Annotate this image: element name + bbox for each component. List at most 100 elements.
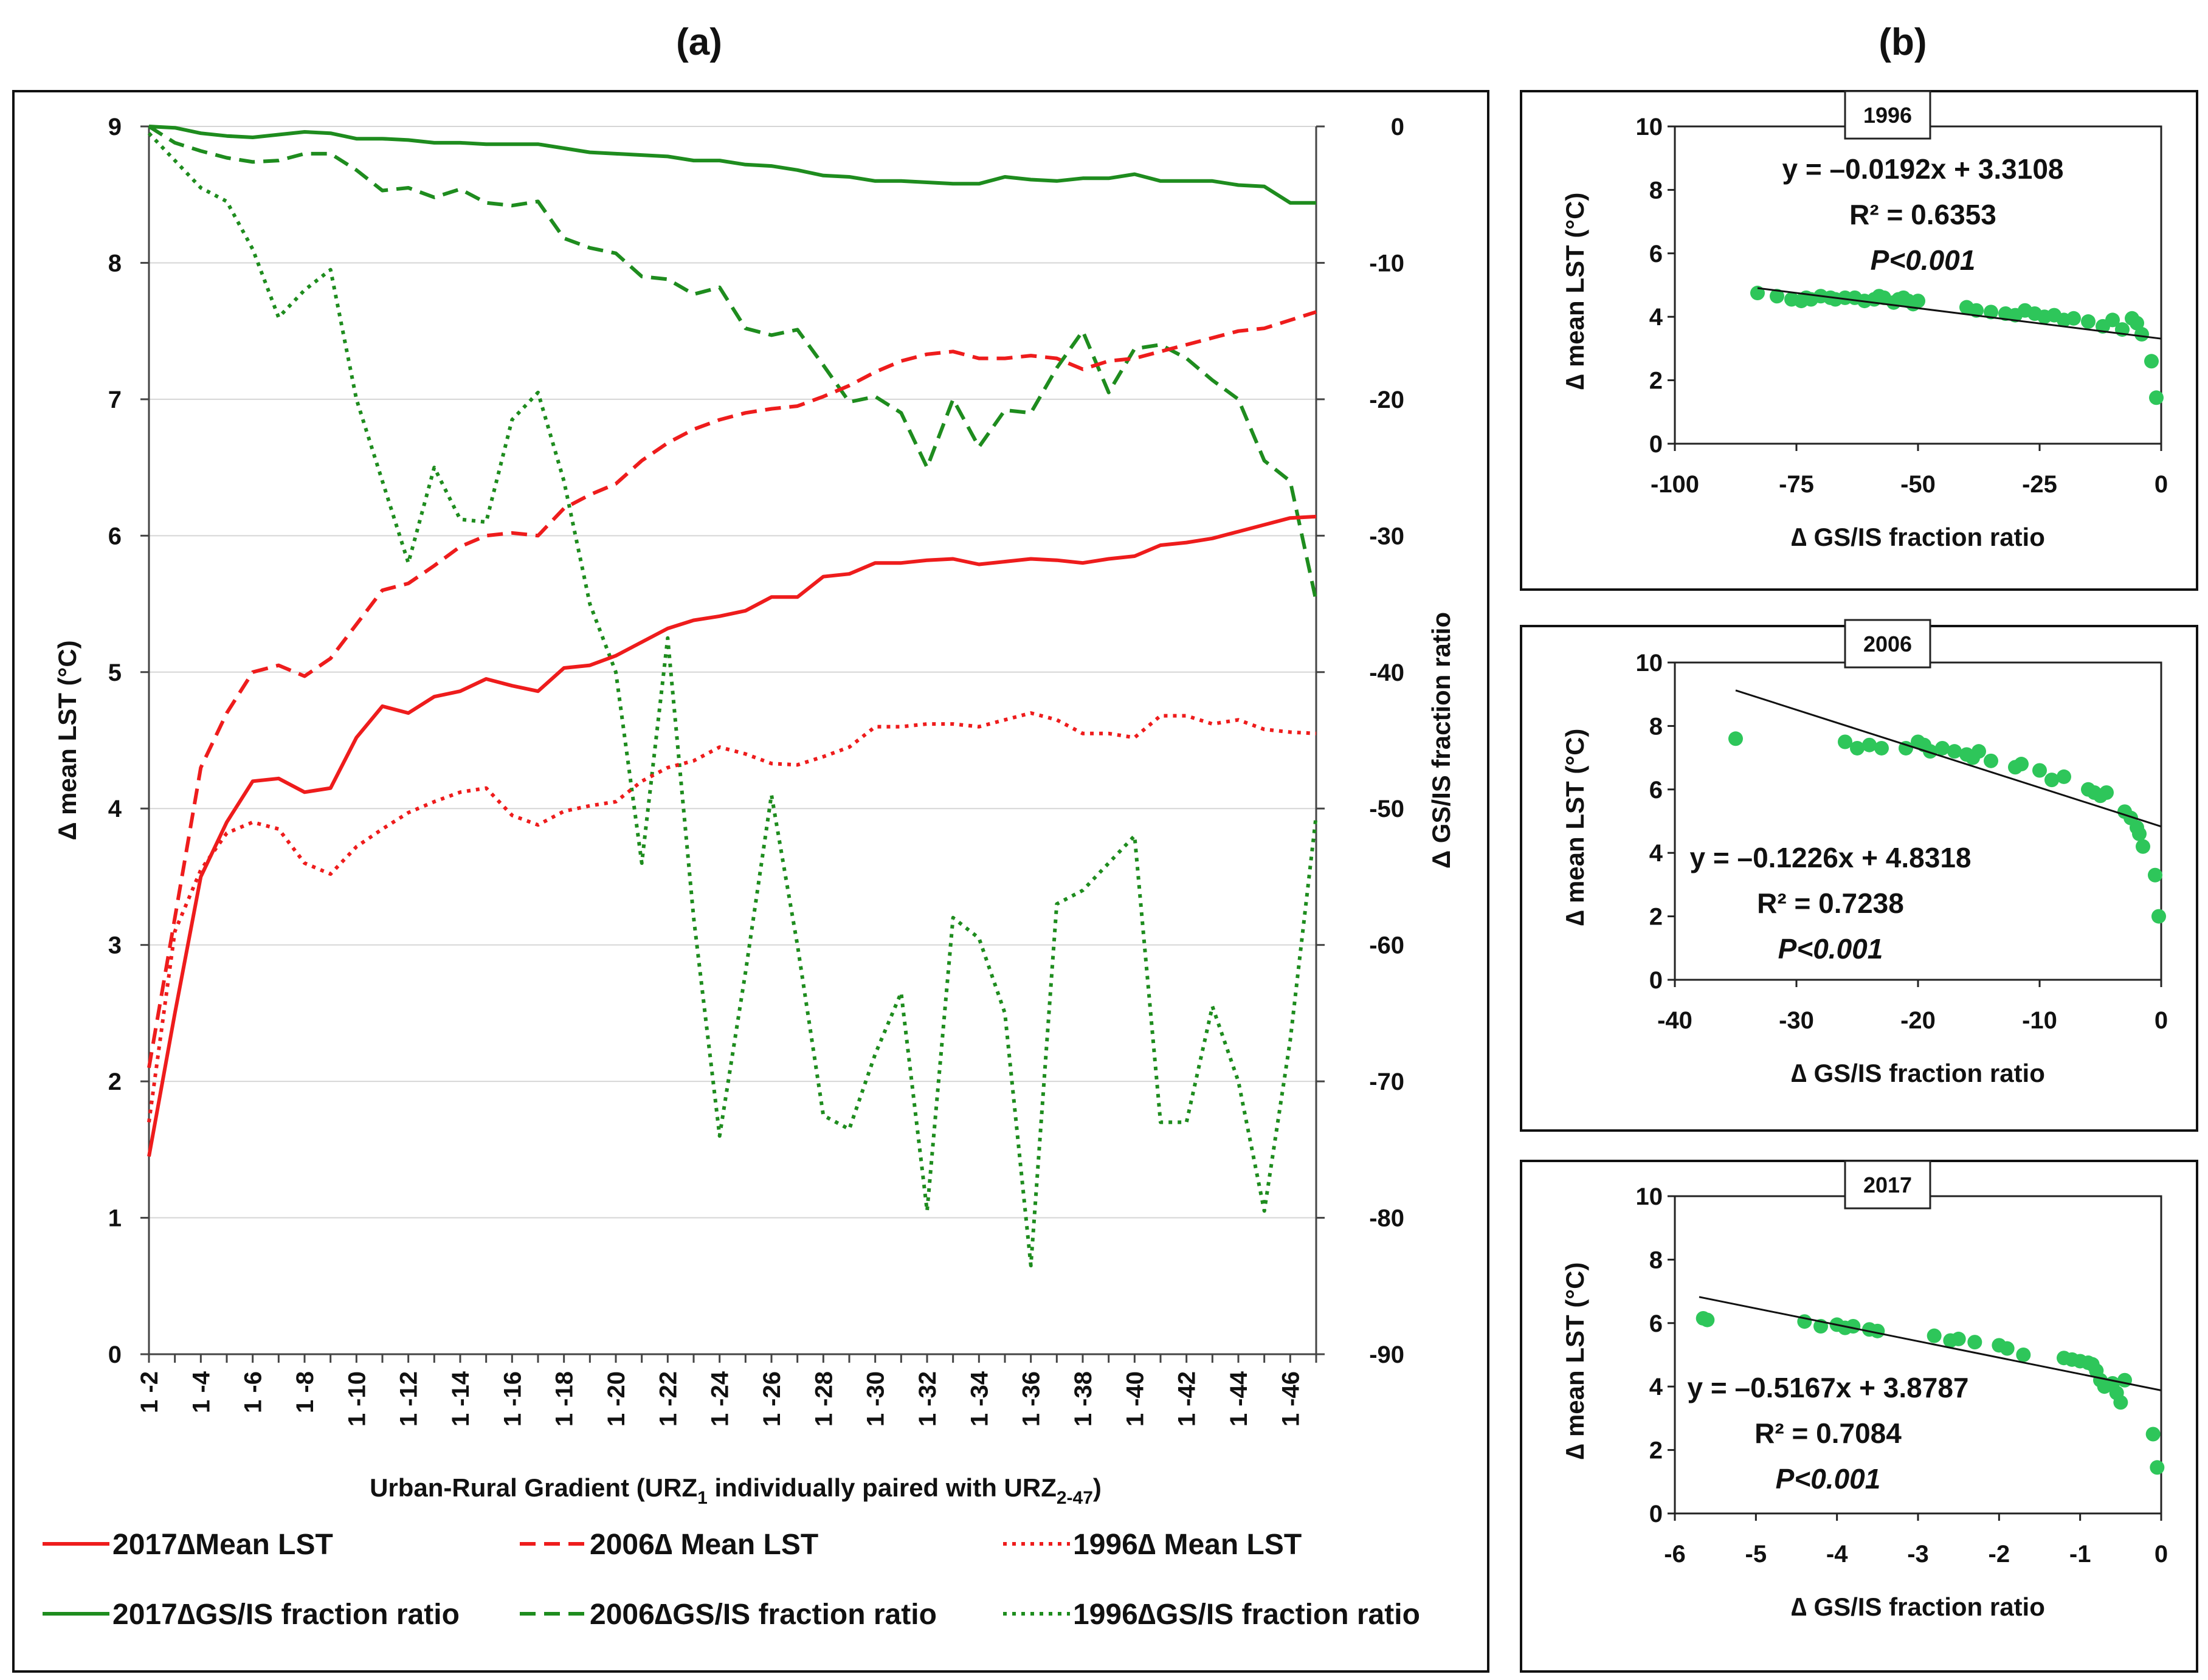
data-point: [1862, 737, 1877, 752]
y-tick-label: 10: [1636, 1183, 1663, 1210]
x-tick-label: 1 -32: [914, 1371, 941, 1427]
series-line-2006-gs-is-fraction-ratio: [148, 125, 1318, 602]
y-tick-label-right: -40: [1369, 659, 1404, 686]
x-axis-title-part: 2-47: [1057, 1488, 1093, 1508]
y-tick-label-right: -80: [1369, 1205, 1404, 1232]
x-tick-label: -25: [2022, 471, 2057, 498]
data-point: [2014, 757, 2029, 772]
y-tick-label-right: -10: [1369, 250, 1404, 277]
data-point: [1838, 734, 1852, 749]
regression-equation: y = –0.5167x + 3.8787: [1688, 1372, 1969, 1403]
x-tick-label: 1 -8: [292, 1371, 319, 1413]
x-tick-label: -4: [1826, 1541, 1848, 1568]
x-tick-label: 1 -18: [551, 1371, 578, 1427]
panel-b2-frame: [1520, 625, 2198, 1132]
x-axis-title-part: individually paired with URZ: [708, 1473, 1057, 1502]
data-point: [1951, 1331, 1966, 1346]
x-axis-title: ∆ GS/IS fraction ratio: [1791, 1059, 2045, 1087]
x-axis-title: Urban-Rural Gradient (URZ1 individually …: [370, 1473, 1102, 1508]
x-tick-label: -30: [1779, 1007, 1814, 1034]
y-tick-label: 10: [1636, 114, 1663, 140]
data-point: [1984, 753, 1998, 768]
data-point: [1935, 740, 1950, 756]
data-point: [1972, 744, 1986, 759]
data-point: [2148, 867, 2162, 883]
data-point: [2016, 1348, 2031, 1362]
y-tick-label-left: 3: [108, 932, 122, 959]
x-tick-label: -1: [2069, 1541, 2091, 1568]
y-tick-label-right: -20: [1369, 387, 1404, 413]
data-point: [1947, 744, 1962, 759]
y-tick-label: 2: [1649, 368, 1663, 394]
data-point: [2081, 314, 2096, 329]
legend-label: 2017∆Mean LST: [112, 1529, 333, 1561]
data-point: [2149, 390, 2164, 405]
legend-label: 2006∆ Mean LST: [590, 1529, 818, 1561]
data-point: [2130, 315, 2144, 331]
x-tick-label: 1 -2: [136, 1371, 163, 1413]
x-tick-label: -75: [1779, 471, 1814, 498]
x-tick-label: -10: [2022, 1007, 2057, 1034]
y-axis-title: ∆ mean LST (°C): [1561, 729, 1589, 926]
x-tick-label: 1 -46: [1277, 1371, 1304, 1427]
plot-area: [1674, 1195, 2162, 1515]
y-tick-label-right: -30: [1369, 523, 1404, 549]
y-tick-label-left: 5: [108, 659, 122, 686]
data-point: [2144, 354, 2159, 369]
y-tick-label-left: 8: [108, 250, 122, 277]
scatter-2017: 0 2 4 6 8 10 -6 -5 -4 -3 -2 -1 0 ∆ GS/IS fraction rat…: [1561, 1160, 2168, 1621]
data-point: [2099, 785, 2114, 800]
x-tick-label: 1 -44: [1226, 1371, 1252, 1427]
x-tick-label: 1 -12: [396, 1371, 423, 1427]
x-tick-label: -40: [1657, 1007, 1692, 1034]
p-value: P<0.001: [1776, 1463, 1881, 1495]
panel-a-frame: [12, 90, 1489, 1673]
year-badge-label: 1996: [1863, 103, 1912, 128]
y-axis-title: ∆ mean LST (°C): [1561, 193, 1589, 390]
data-point: [1874, 740, 1889, 756]
x-tick-label: -5: [1745, 1541, 1767, 1568]
x-tick-label: 1 -26: [759, 1371, 785, 1427]
x-tick-label: 1 -6: [240, 1371, 267, 1413]
year-badge-label: 2006: [1863, 632, 1912, 656]
legend-label: 2017∆GS/IS fraction ratio: [112, 1599, 460, 1631]
y-tick-label-left: 1: [108, 1205, 122, 1232]
data-point: [2057, 769, 2071, 784]
y-tick-label: 0: [1649, 967, 1663, 994]
p-value: P<0.001: [1778, 933, 1883, 965]
x-tick-label: 1 -4: [188, 1371, 215, 1413]
y-tick-label-left: 7: [108, 387, 122, 413]
x-tick-label: -2: [1989, 1541, 2010, 1568]
data-point: [2151, 909, 2166, 924]
data-point: [1911, 294, 1925, 309]
y-tick-label-right: -70: [1369, 1069, 1404, 1095]
x-tick-label: 1 -24: [707, 1371, 734, 1427]
x-axis-title-part: Urban-Rural Gradient (URZ: [370, 1473, 697, 1502]
x-axis-title: ∆ GS/IS fraction ratio: [1791, 1592, 2045, 1621]
data-point: [1846, 1319, 1861, 1334]
x-tick-label: 0: [2155, 1541, 2168, 1568]
y-tick-label-right: 0: [1391, 114, 1404, 140]
y-axis-title-left: Δ mean LST (°C): [53, 640, 81, 840]
y-tick-label: 8: [1649, 177, 1663, 204]
year-badge: [1844, 619, 1931, 669]
data-point: [1770, 289, 1784, 304]
trend-line: [1757, 287, 2162, 340]
data-point: [2105, 312, 2120, 328]
x-tick-label: -100: [1651, 471, 1699, 498]
y-tick-label-right: -60: [1369, 932, 1404, 959]
data-point: [2145, 1427, 2161, 1442]
data-point: [1850, 740, 1865, 756]
y-axis-title-right: Δ GS/IS fraction ratio: [1427, 612, 1455, 869]
data-point: [1967, 1335, 1982, 1350]
line-chart: 0 1 2 3 4 5 6 7 8 9 -90 -80 -70 -60 -50 -40 -30 -20 -10 0 1 …: [43, 114, 1455, 1631]
series-line-1996-mean-lst: [147, 711, 1317, 1123]
data-point: [2132, 826, 2147, 841]
trend-line: [1699, 1296, 2162, 1392]
regression-equation: y = –0.1226x + 4.8318: [1690, 842, 1972, 873]
trend-line: [1735, 689, 2162, 828]
x-tick-label: 0: [2155, 471, 2168, 498]
x-tick-label: -20: [1900, 1007, 1936, 1034]
y-tick-label-left: 6: [108, 523, 122, 549]
y-tick-label: 8: [1649, 1247, 1663, 1273]
